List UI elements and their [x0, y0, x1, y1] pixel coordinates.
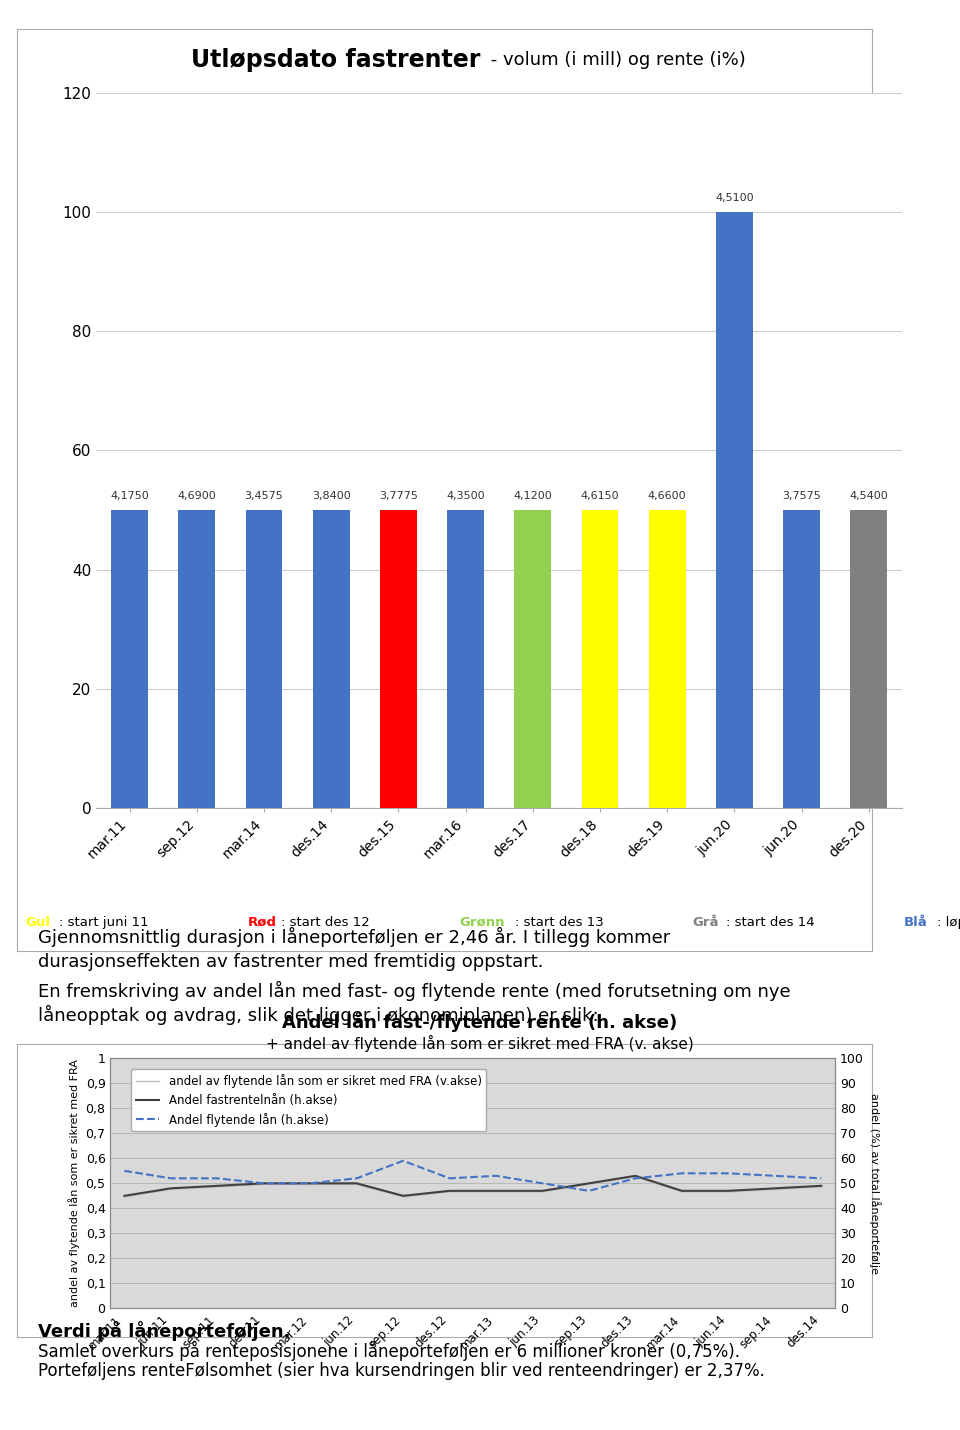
- Text: 4,1200: 4,1200: [514, 490, 552, 500]
- andel av flytende lån som er sikret med FRA (v.akse): [583, 1175, 594, 1193]
- andel av flytende lån som er sikret med FRA (v.akse): [258, 1175, 270, 1193]
- Text: 4,6600: 4,6600: [648, 490, 686, 500]
- Text: 4,5400: 4,5400: [850, 490, 888, 500]
- Bar: [515, 511, 551, 808]
- Text: Samlet overkurs på renteposisjonene i låneporteføljen er 6 millioner kroner (0,7: Samlet overkurs på renteposisjonene i lå…: [38, 1341, 740, 1361]
- Y-axis label: andel av flytende lån som er sikret med FRA: andel av flytende lån som er sikret med …: [68, 1060, 80, 1307]
- Text: : start des 14: : start des 14: [726, 915, 823, 930]
- Andel fastrentelnån (h.akse): [304, 1175, 316, 1193]
- Bar: [111, 511, 148, 808]
- Text: 3,8400: 3,8400: [312, 490, 350, 500]
- Andel flytende lån (h.akse): [444, 1170, 455, 1187]
- andel av flytende lån som er sikret med FRA (v.akse): [444, 1184, 455, 1201]
- Andel flytende lån (h.akse): [304, 1175, 316, 1193]
- andel av flytende lån som er sikret med FRA (v.akse): [630, 1168, 641, 1185]
- Bar: [582, 511, 618, 808]
- Andel flytende lån (h.akse): [351, 1170, 363, 1187]
- Andel fastrentelnån (h.akse): [119, 1187, 131, 1204]
- Andel fastrentelnån (h.akse): [583, 1175, 594, 1193]
- Bar: [246, 511, 282, 808]
- Text: Gjennomsnittlig durasjon i låneporteføljen er 2,46 år. I tillegg kommer: Gjennomsnittlig durasjon i låneportefølj…: [38, 927, 671, 947]
- Text: Grå: Grå: [692, 915, 719, 930]
- Text: 4,6900: 4,6900: [178, 490, 216, 500]
- Andel fastrentelnån (h.akse): [444, 1183, 455, 1200]
- Bar: [851, 511, 887, 808]
- Text: Blå: Blå: [903, 915, 927, 930]
- Andel fastrentelnån (h.akse): [723, 1183, 734, 1200]
- Text: En fremskriving av andel lån med fast- og flytende rente (med forutsetning om ny: En fremskriving av andel lån med fast- o…: [38, 981, 791, 1001]
- Text: 3,4575: 3,4575: [245, 490, 283, 500]
- Andel flytende lån (h.akse): [583, 1183, 594, 1200]
- andel av flytende lån som er sikret med FRA (v.akse): [491, 1184, 502, 1201]
- andel av flytende lån som er sikret med FRA (v.akse): [397, 1188, 409, 1205]
- andel av flytende lån som er sikret med FRA (v.akse): [119, 1188, 131, 1205]
- Andel fastrentelnån (h.akse): [211, 1177, 223, 1194]
- Andel flytende lån (h.akse): [211, 1170, 223, 1187]
- andel av flytende lån som er sikret med FRA (v.akse): [676, 1184, 687, 1201]
- Bar: [716, 212, 753, 808]
- Andel fastrentelnån (h.akse): [676, 1183, 687, 1200]
- Andel flytende lån (h.akse): [119, 1163, 131, 1180]
- Text: 4,5100: 4,5100: [715, 193, 754, 203]
- Andel flytende lån (h.akse): [258, 1175, 270, 1193]
- Andel flytende lån (h.akse): [397, 1153, 409, 1170]
- Text: 3,7775: 3,7775: [379, 490, 418, 500]
- Bar: [783, 511, 820, 808]
- Y-axis label: andel (%) av total låneportefølje: andel (%) av total låneportefølje: [870, 1093, 881, 1274]
- andel av flytende lån som er sikret med FRA (v.akse): [165, 1181, 177, 1198]
- Text: Utløpsdato fastrenter: Utløpsdato fastrenter: [191, 49, 480, 72]
- Bar: [179, 511, 215, 808]
- Text: 4,3500: 4,3500: [446, 490, 485, 500]
- Andel flytende lån (h.akse): [630, 1170, 641, 1187]
- andel av flytende lån som er sikret med FRA (v.akse): [304, 1175, 316, 1193]
- andel av flytende lån som er sikret med FRA (v.akse): [211, 1178, 223, 1195]
- Andel fastrentelnån (h.akse): [165, 1180, 177, 1197]
- andel av flytende lån som er sikret med FRA (v.akse): [723, 1184, 734, 1201]
- Andel flytende lån (h.akse): [676, 1164, 687, 1181]
- Andel flytende lån (h.akse): [165, 1170, 177, 1187]
- Line: Andel flytende lån (h.akse): Andel flytende lån (h.akse): [125, 1161, 821, 1191]
- Andel fastrentelnån (h.akse): [258, 1175, 270, 1193]
- Text: 4,1750: 4,1750: [110, 490, 149, 500]
- andel av flytende lån som er sikret med FRA (v.akse): [351, 1175, 363, 1193]
- Bar: [380, 511, 417, 808]
- Text: + andel av flytende lån som er sikret med FRA (v. akse): + andel av flytende lån som er sikret me…: [266, 1035, 694, 1052]
- Text: 4,6150: 4,6150: [581, 490, 619, 500]
- Andel flytende lån (h.akse): [537, 1175, 548, 1193]
- Andel fastrentelnån (h.akse): [537, 1183, 548, 1200]
- Text: : start juni 11: : start juni 11: [60, 915, 157, 930]
- Legend: andel av flytende lån som er sikret med FRA (v.akse), Andel fastrentelnån (h.aks: andel av flytende lån som er sikret med …: [131, 1070, 487, 1131]
- Text: låneopptak og avdrag, slik det ligger i økonomiplanen) er slik:: låneopptak og avdrag, slik det ligger i …: [38, 1005, 599, 1025]
- Andel flytende lån (h.akse): [723, 1164, 734, 1181]
- Text: Andel lån fast-/flytende rente (h. akse): Andel lån fast-/flytende rente (h. akse): [282, 1012, 678, 1032]
- Andel flytende lån (h.akse): [815, 1170, 827, 1187]
- Line: andel av flytende lån som er sikret med FRA (v.akse): andel av flytende lån som er sikret med …: [125, 1177, 821, 1197]
- Text: Rød: Rød: [248, 915, 277, 930]
- Text: Grønn: Grønn: [459, 915, 505, 930]
- Andel flytende lån (h.akse): [769, 1167, 780, 1184]
- Text: - volum (i mill) og rente (i%): - volum (i mill) og rente (i%): [485, 51, 746, 69]
- andel av flytende lån som er sikret med FRA (v.akse): [537, 1184, 548, 1201]
- Text: : løpende fastrenter: : løpende fastrenter: [937, 915, 960, 930]
- Andel fastrentelnån (h.akse): [397, 1187, 409, 1204]
- Text: Verdi på låneporteføljen.: Verdi på låneporteføljen.: [38, 1321, 291, 1341]
- Text: durasjonseffekten av fastrenter med fremtidig oppstart.: durasjonseffekten av fastrenter med frem…: [38, 952, 544, 971]
- Text: 3,7575: 3,7575: [782, 490, 821, 500]
- Text: Porteføljens renteFølsomhet (sier hva kursendringen blir ved renteendringer) er : Porteføljens renteFølsomhet (sier hva ku…: [38, 1361, 765, 1380]
- andel av flytende lån som er sikret med FRA (v.akse): [769, 1181, 780, 1198]
- Bar: [447, 511, 484, 808]
- Text: Gul: Gul: [26, 915, 51, 930]
- Andel fastrentelnån (h.akse): [491, 1183, 502, 1200]
- Text: : start des 13: : start des 13: [515, 915, 612, 930]
- Andel fastrentelnån (h.akse): [815, 1177, 827, 1194]
- Text: : start des 12: : start des 12: [281, 915, 378, 930]
- Bar: [649, 511, 685, 808]
- Andel flytende lån (h.akse): [491, 1167, 502, 1184]
- Andel fastrentelnån (h.akse): [769, 1180, 780, 1197]
- Bar: [313, 511, 349, 808]
- Andel fastrentelnån (h.akse): [351, 1175, 363, 1193]
- andel av flytende lån som er sikret med FRA (v.akse): [815, 1178, 827, 1195]
- Line: Andel fastrentelnån (h.akse): Andel fastrentelnån (h.akse): [125, 1175, 821, 1195]
- Andel fastrentelnån (h.akse): [630, 1167, 641, 1184]
